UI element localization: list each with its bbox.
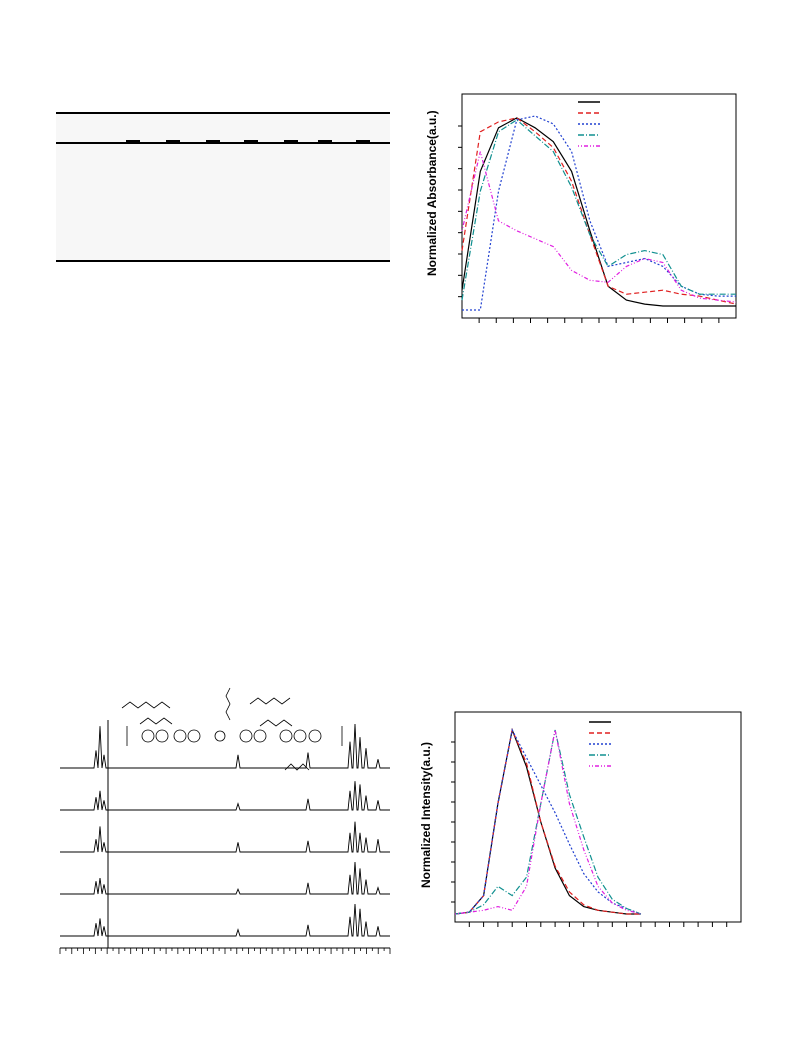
table-header-cells xyxy=(96,138,386,144)
series-line-4 xyxy=(461,119,736,301)
table-body xyxy=(56,144,390,260)
table-header-row xyxy=(56,114,390,142)
series-line-1 xyxy=(454,727,641,915)
structure-drawing xyxy=(121,687,343,771)
table-header-rule xyxy=(56,142,390,144)
spectrum-4 xyxy=(60,861,390,895)
spectrum-5 xyxy=(60,903,390,937)
chemical-structure xyxy=(110,678,350,771)
nmr-stacked-spectra xyxy=(59,720,391,954)
series-line-2 xyxy=(454,727,641,915)
data-table xyxy=(56,112,390,262)
spectrum-1 xyxy=(60,723,390,769)
spectrum-3 xyxy=(60,821,390,853)
plot-frame xyxy=(461,93,737,319)
spectrum-2 xyxy=(60,781,390,811)
series-line-3 xyxy=(462,115,736,311)
series-line-5 xyxy=(454,729,642,915)
series-line-2 xyxy=(461,117,737,305)
table-bottom-rule xyxy=(56,260,390,262)
series-line-4 xyxy=(454,729,642,915)
series-line-5 xyxy=(461,151,737,303)
series-line-3 xyxy=(454,728,642,915)
pl-ylabel: Normalized Intensity(a.u.) xyxy=(419,741,433,888)
pl-chart xyxy=(451,711,742,927)
series-line-1 xyxy=(461,117,736,307)
table-top-rule xyxy=(56,112,390,114)
absorbance-ylabel: Normalized Absorbance(a.u.) xyxy=(425,110,439,276)
absorbance-chart xyxy=(458,93,737,323)
